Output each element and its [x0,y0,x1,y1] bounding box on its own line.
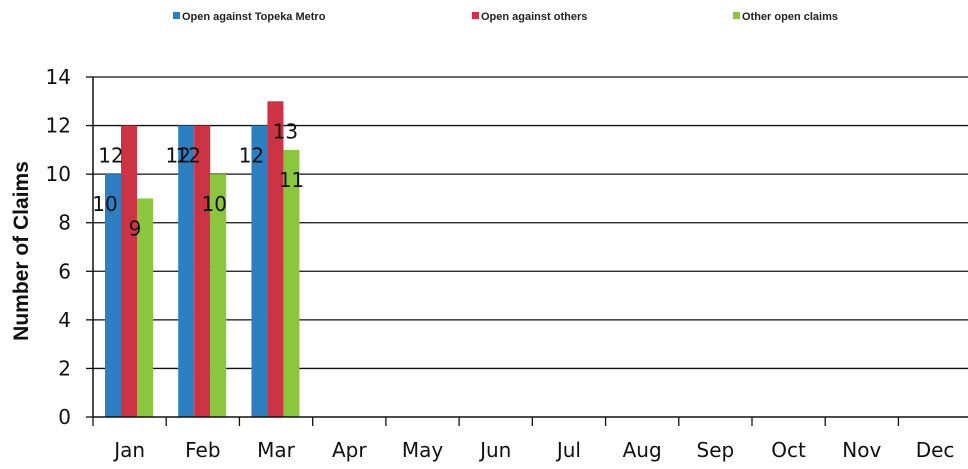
y-axis-title: Number of Claims [10,161,33,341]
y-tick-label: 4 [58,308,71,332]
x-tick-label: Feb [185,438,220,462]
y-axis-ticks: 0 2 4 6 8 10 12 14 [46,65,93,429]
gridlines [93,76,968,370]
bar-data-label: 12 [175,144,200,168]
x-tick-label: Nov [842,438,881,462]
x-tick-label: Jul [555,438,581,462]
bar [194,125,211,418]
x-tick-label: Jun [478,438,511,462]
legend-label: Open against Topeka Metro [182,11,326,23]
bar [267,101,284,418]
y-tick-label: 6 [58,259,71,283]
x-tick-label: Oct [771,438,806,462]
bar [121,125,137,418]
bar-data-label: 10 [201,192,226,216]
legend-swatch [472,12,479,19]
x-tick-label: Mar [257,438,296,462]
legend: Open against Topeka Metro Open against ot… [173,11,838,23]
legend-label: Other open claims [742,11,838,23]
legend-swatch [733,12,740,19]
legend-swatch [173,12,180,19]
bar-data-label: 9 [129,216,142,240]
x-tick-label: May [402,438,444,462]
bar [105,174,121,417]
bars [105,101,300,418]
x-tick-label: Jan [112,438,145,462]
y-tick-label: 0 [58,405,71,429]
bar [283,149,300,417]
bar-data-label: 12 [98,144,123,168]
bar-data-label: 11 [279,168,304,192]
bar [251,125,268,418]
legend-label: Open against others [481,11,587,23]
y-tick-label: 2 [58,356,71,380]
bar-data-label: 12 [239,144,264,168]
x-tick-label: Dec [916,438,955,462]
x-tick-label: Apr [332,438,367,462]
x-tick-label: Aug [623,438,662,462]
y-tick-label: 14 [46,65,71,89]
bar-data-label: 13 [273,119,298,143]
y-tick-label: 8 [58,211,71,235]
y-tick-label: 10 [46,162,71,186]
bar-data-label: 10 [92,192,117,216]
bar-data-label: 12 [165,144,190,168]
y-tick-label: 12 [46,114,71,138]
x-axis-ticks: Jan Feb Mar Apr May Jun Jul Aug Sep Oct Nov Dec [92,417,955,462]
bar [137,198,153,417]
bar [178,125,195,418]
bar [210,174,227,417]
x-tick-label: Sep [697,438,735,462]
